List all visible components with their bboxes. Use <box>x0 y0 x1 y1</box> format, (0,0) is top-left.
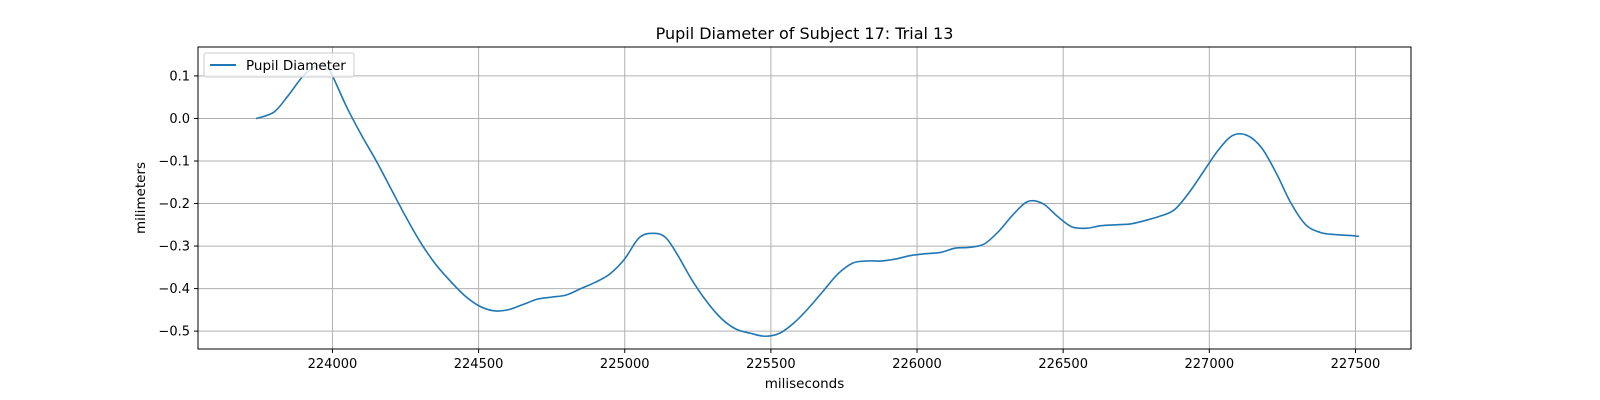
x-axis-label: miliseconds <box>765 376 845 392</box>
y-tick-label: −0.3 <box>158 240 190 255</box>
x-tick-label: 225000 <box>600 357 650 372</box>
x-tick-label: 227500 <box>1331 357 1381 372</box>
chart-title: Pupil Diameter of Subject 17: Trial 13 <box>656 24 954 43</box>
y-tick-label: −0.4 <box>158 282 190 297</box>
y-axis-label: milimeters <box>133 162 149 234</box>
y-tick-label: 0.0 <box>169 112 190 127</box>
x-tick-label: 225500 <box>746 357 796 372</box>
y-tick-label: −0.5 <box>158 325 190 340</box>
series-layer <box>255 63 1360 338</box>
y-tick-label: −0.1 <box>158 154 190 169</box>
x-tick-label: 224000 <box>308 357 358 372</box>
plot-frame <box>197 46 1412 350</box>
x-tick-label: 226000 <box>892 357 942 372</box>
y-tick-label: −0.2 <box>158 197 190 212</box>
x-tick-label: 226500 <box>1038 357 1088 372</box>
x-tick-label: 224500 <box>454 357 504 372</box>
x-tick-label: 227000 <box>1185 357 1235 372</box>
series-line-pupil-diameter <box>255 63 1360 338</box>
y-tick-label: 0.1 <box>169 69 190 84</box>
legend-label: Pupil Diameter <box>246 58 346 74</box>
legend-box <box>203 52 355 78</box>
axis-ticks: 224000 224500 225000 225500 226000 226500 2270… <box>158 69 1380 372</box>
legend: Pupil Diameter <box>203 52 355 78</box>
grid-lines <box>198 47 1411 349</box>
